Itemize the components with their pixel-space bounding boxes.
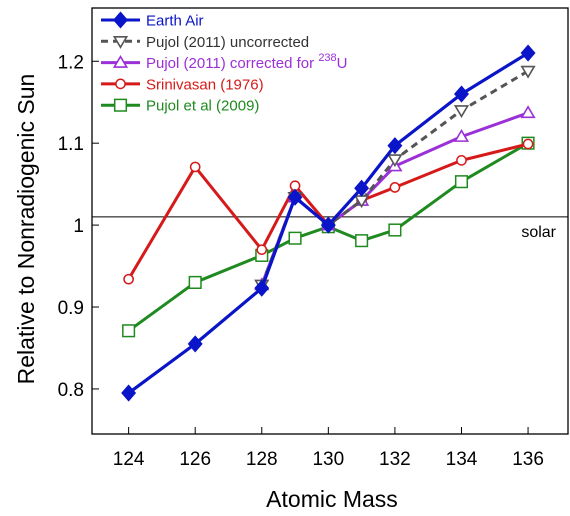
axes: 124 126 128 130 132 134 136 0.8 0.9 1 1.1 1.2 solar	[58, 52, 568, 470]
series-0	[121, 44, 536, 402]
x-axis-title: Atomic Mass	[266, 486, 398, 512]
data-point	[287, 188, 303, 206]
data-point	[187, 335, 203, 353]
legend-suffix: U	[337, 55, 348, 72]
y-tick-label: 1	[73, 216, 84, 237]
x-tick-label: 128	[246, 449, 278, 470]
y-tick-label: 1.2	[58, 52, 84, 73]
legend-label: Earth Air	[146, 13, 204, 30]
data-point	[320, 216, 336, 234]
data-point	[188, 275, 202, 289]
y-tick-label: 1.1	[58, 134, 84, 155]
data-point	[256, 244, 268, 256]
legend-marker	[112, 55, 129, 68]
legend-entry: Pujol et al (2009)	[101, 98, 259, 115]
y-tick-label: 0.9	[58, 298, 84, 319]
data-point	[520, 105, 536, 119]
data-point	[454, 175, 469, 189]
legend-marker	[113, 11, 128, 29]
data-point	[453, 105, 470, 118]
x-tick-label: 132	[379, 449, 411, 470]
data-point	[388, 223, 402, 237]
data-point	[520, 44, 536, 62]
legend-label: Pujol (2011) corrected for 238U	[146, 52, 348, 72]
solar-label: solar	[521, 224, 556, 241]
legend-marker	[112, 35, 129, 49]
y-axis-title: Relative to Nonradiogenic Sun	[13, 74, 39, 385]
data-point	[254, 279, 270, 297]
legend-superscript: 238	[318, 52, 336, 64]
legend-label: Srinivasan (1976)	[146, 76, 264, 93]
legend-entry: Earth Air	[101, 11, 204, 30]
legend-entry: Pujol (2011) uncorrected	[101, 34, 309, 51]
x-tick-label: 136	[512, 449, 544, 470]
data-point	[387, 137, 403, 155]
data-point	[354, 179, 370, 197]
data-point	[522, 138, 534, 150]
data-point	[288, 231, 302, 245]
series-layer	[121, 44, 536, 402]
data-point	[122, 324, 136, 338]
data-point	[389, 182, 401, 193]
legend-marker	[115, 78, 126, 90]
data-point	[123, 273, 134, 285]
data-point	[387, 154, 403, 168]
data-point	[520, 65, 536, 79]
data-point	[189, 161, 201, 173]
x-tick-label: 124	[113, 449, 145, 470]
legend-label: Pujol et al (2009)	[146, 98, 259, 115]
x-tick-label: 134	[446, 449, 478, 470]
legend-marker	[113, 98, 128, 112]
legend-entry: Srinivasan (1976)	[101, 76, 264, 93]
y-tick-label: 0.8	[58, 380, 84, 401]
legend-entry: Pujol (2011) corrected for 238U	[101, 52, 348, 72]
data-point	[453, 129, 470, 142]
data-point	[454, 85, 469, 103]
legend-label: Pujol (2011) uncorrected	[146, 34, 309, 51]
x-tick-label: 130	[312, 449, 344, 470]
data-point	[355, 234, 369, 248]
x-tick-label: 126	[179, 449, 211, 470]
data-point	[456, 155, 467, 166]
data-point	[121, 384, 137, 402]
